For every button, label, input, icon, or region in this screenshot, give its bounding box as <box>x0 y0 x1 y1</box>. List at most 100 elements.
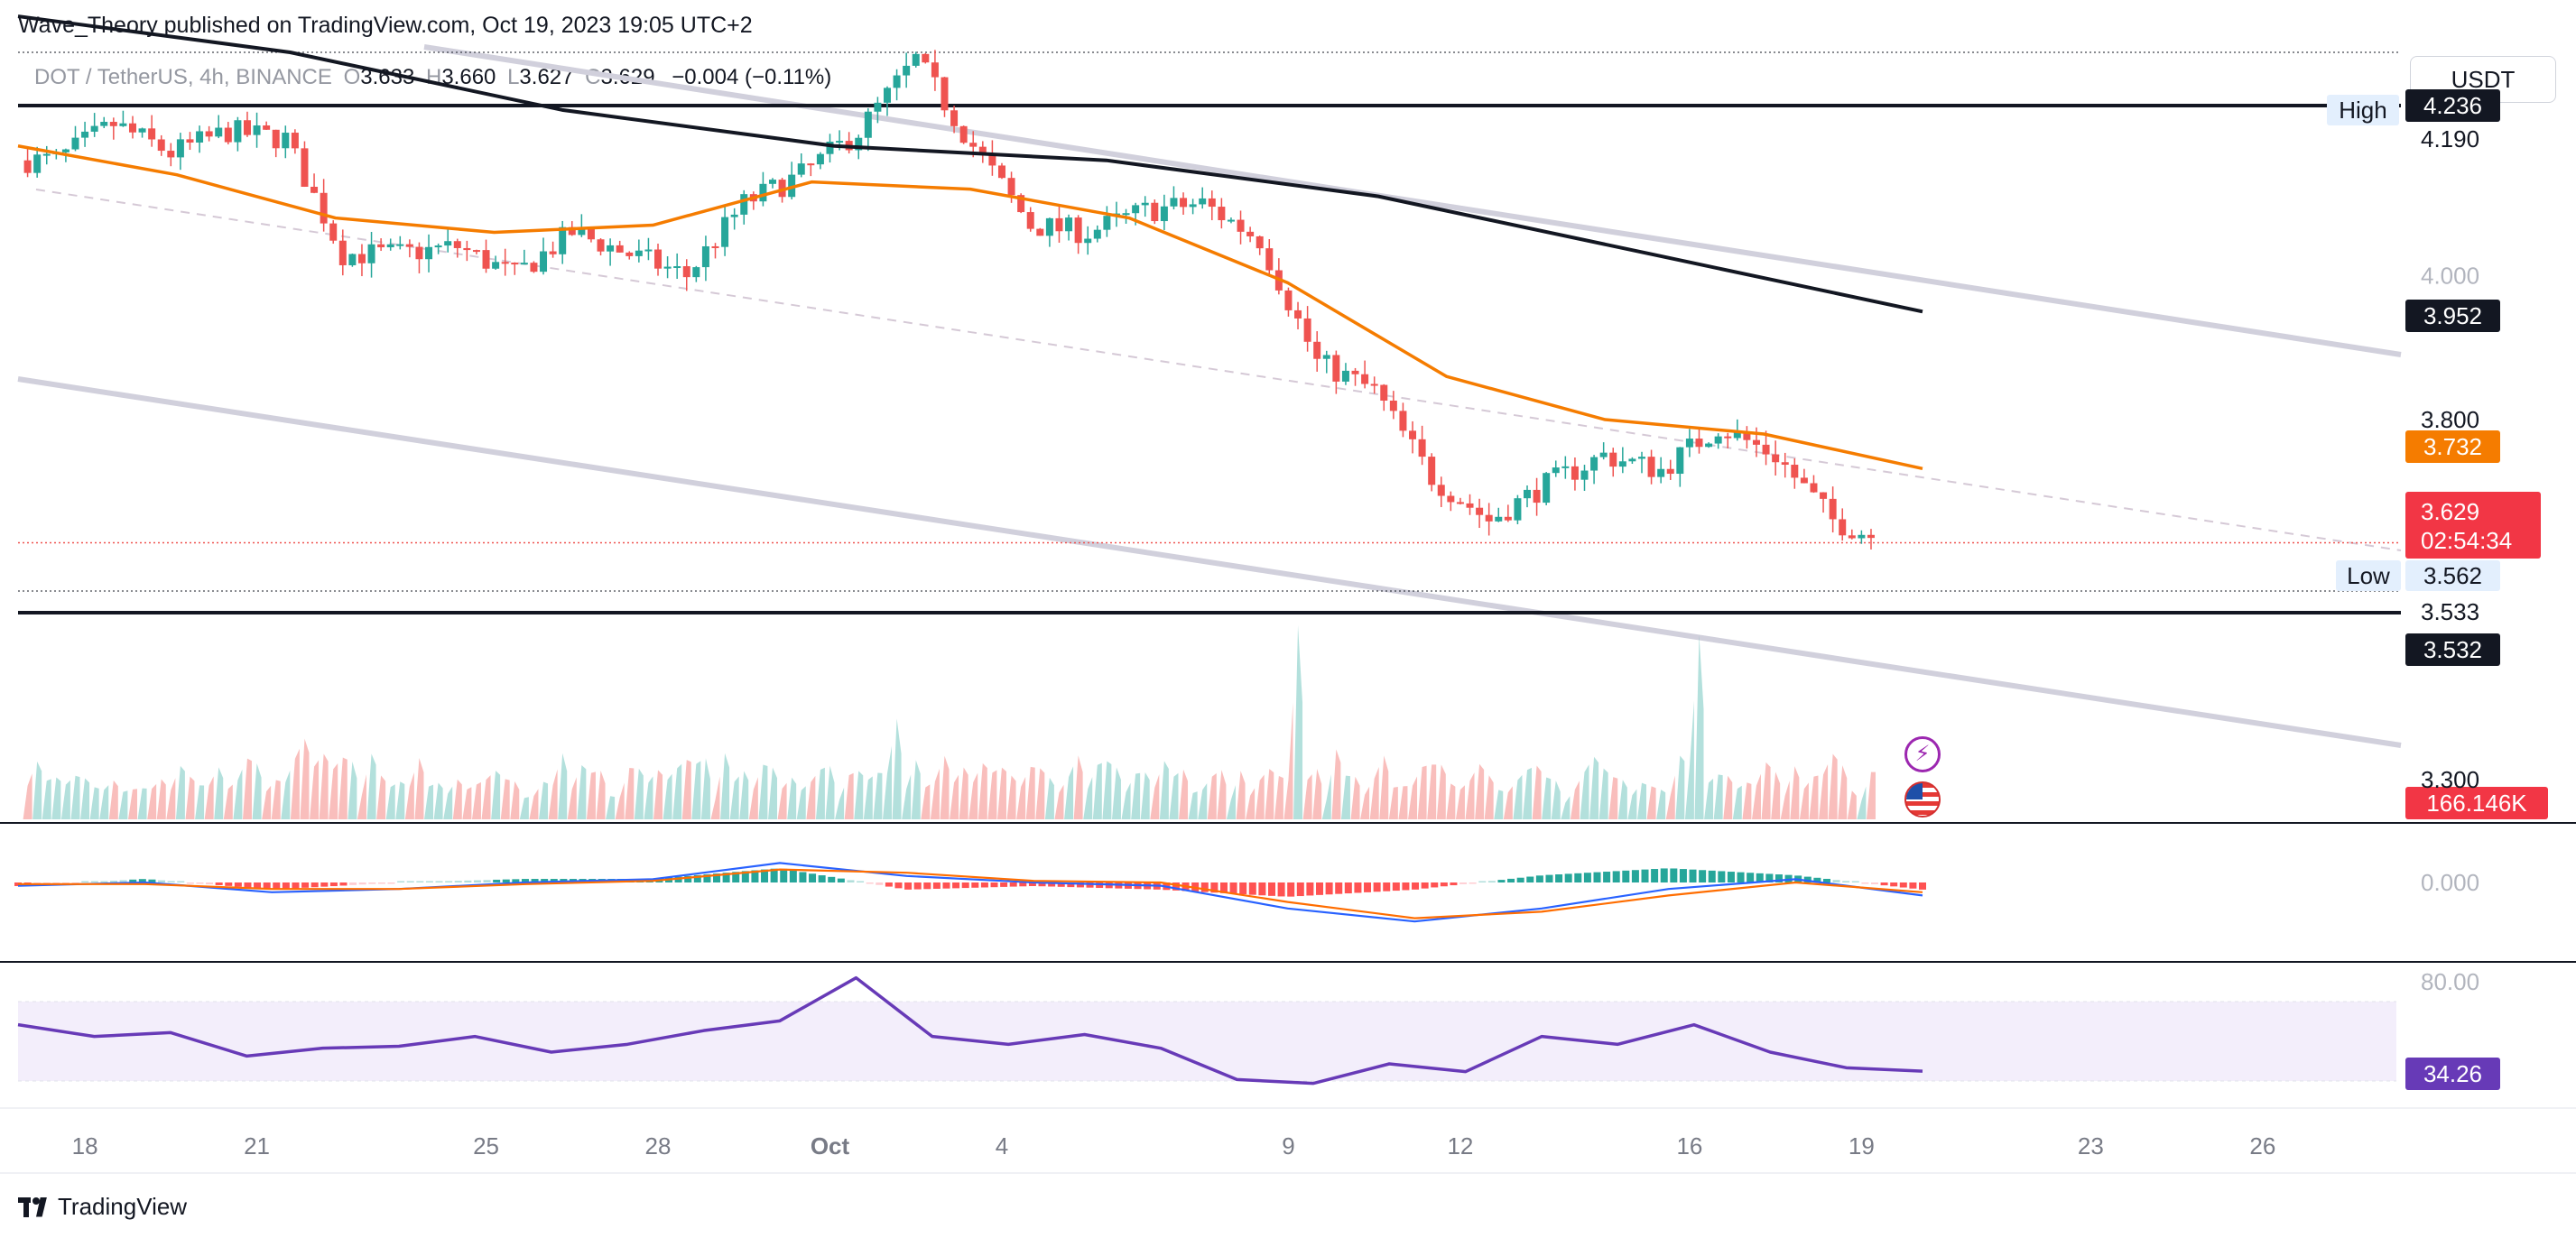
candle-up <box>1160 206 1168 222</box>
macd-histogram-bar <box>397 881 405 882</box>
macd-histogram-bar <box>1248 882 1256 895</box>
volume-bar <box>329 762 338 819</box>
candle-up <box>1189 204 1197 208</box>
macd-histogram-bar <box>1813 877 1821 882</box>
macd-histogram-bar <box>876 882 884 885</box>
resistance-price-tag-bg <box>2405 89 2500 123</box>
candle-up <box>721 217 729 247</box>
volume-bar <box>1503 786 1513 819</box>
volume-bar <box>529 789 539 819</box>
macd-histogram-bar <box>674 876 682 882</box>
candle-down <box>941 77 949 111</box>
macd-histogram-bar <box>923 882 931 890</box>
time-axis-tick: 4 <box>996 1132 1008 1159</box>
candle-down <box>320 192 328 224</box>
candle-up <box>559 226 567 254</box>
macd-histogram-bar <box>406 881 414 882</box>
volume-bar <box>32 761 42 819</box>
tradingview-logo[interactable]: TradingView <box>18 1193 187 1221</box>
macd-histogram-bar <box>1057 882 1065 887</box>
candle-down <box>950 110 959 126</box>
candle-down <box>1437 485 1445 496</box>
candle-up <box>1676 447 1684 475</box>
volume-bar <box>424 784 434 819</box>
macd-histogram-bar <box>961 882 969 889</box>
macd-histogram-bar <box>1660 868 1668 882</box>
macd-histogram-bar <box>866 882 874 884</box>
macd-histogram-bar <box>1450 882 1458 886</box>
macd-histogram-bar <box>1287 882 1295 897</box>
volume-bar <box>376 775 386 819</box>
macd-histogram-bar <box>1631 870 1639 882</box>
candle-down <box>969 143 978 147</box>
volume-bar <box>1121 782 1131 819</box>
candle-down <box>1791 465 1799 478</box>
volume-bar <box>290 748 300 819</box>
candle-up <box>635 250 643 256</box>
symbol-label[interactable]: DOT / TetherUS, 4h, BINANCE <box>34 65 332 89</box>
volume-bar <box>863 776 873 819</box>
candle-down <box>1294 310 1302 319</box>
candle-down <box>959 125 968 143</box>
candle-up <box>90 125 98 132</box>
candle-down <box>482 250 490 269</box>
candle-up <box>492 262 500 269</box>
macd-histogram-bar <box>1756 873 1764 882</box>
macd-histogram-bar <box>1239 882 1247 895</box>
candle-down <box>224 127 232 143</box>
volume-bar <box>625 768 635 819</box>
volume-bar <box>615 782 625 819</box>
candle-down <box>1246 231 1255 236</box>
macd-histogram-bar <box>1851 881 1859 882</box>
volume-bar <box>691 761 701 819</box>
candle-up <box>883 88 891 103</box>
candle-up <box>1858 534 1866 539</box>
volume-bar <box>223 784 233 819</box>
volume-bar <box>1694 634 1704 819</box>
macd-histogram-bar <box>1096 882 1104 889</box>
macd-histogram-bar <box>1737 872 1745 882</box>
open-label: O <box>343 65 361 89</box>
macd-histogram-bar <box>1890 882 1898 887</box>
candle-up <box>903 65 911 76</box>
resistance-price-tag: 4.236 <box>2423 92 2482 119</box>
candle-up <box>864 111 872 138</box>
macd-histogram-bar <box>1689 869 1697 882</box>
volume-bar <box>1866 771 1876 819</box>
volume-bar <box>175 765 185 819</box>
candle-up <box>367 244 375 263</box>
volume-bar <box>1398 786 1408 819</box>
macd-histogram-bar <box>1229 882 1237 894</box>
low-label: Low <box>2347 562 2390 589</box>
candle-down <box>1724 436 1732 439</box>
macd-histogram-bar <box>310 882 319 888</box>
support-price-tag-bg <box>2405 633 2500 666</box>
volume-bar <box>729 776 739 819</box>
macd-histogram-bar <box>531 879 539 882</box>
candle-up <box>234 120 242 143</box>
time-axis-tick: 16 <box>1676 1132 1702 1159</box>
volume-bar <box>663 773 672 819</box>
macd-histogram-bar <box>100 881 108 882</box>
candle-up <box>769 180 777 184</box>
candle-down <box>109 122 117 126</box>
tradingview-logo-icon <box>18 1196 49 1217</box>
volume-bar <box>347 762 357 819</box>
volume-bar <box>214 767 224 819</box>
macd-histogram-bar <box>1507 878 1515 882</box>
macd-histogram-bar <box>1727 872 1735 882</box>
macd-histogram-bar <box>1000 882 1008 887</box>
us-flag-icon[interactable] <box>1904 781 1941 818</box>
macd-histogram-bar <box>1009 882 1017 887</box>
macd-histogram-bar <box>1861 882 1869 884</box>
candle-up <box>253 125 261 135</box>
candle-down <box>616 245 624 253</box>
macd-histogram-bar <box>857 881 865 882</box>
macd-histogram-bar <box>894 882 903 889</box>
candle-down <box>301 148 309 187</box>
macd-histogram-bar <box>789 870 797 882</box>
candle-up <box>540 251 548 273</box>
lightning-bolt-icon[interactable]: ⚡ <box>1904 736 1941 772</box>
candle-down <box>1456 502 1464 504</box>
